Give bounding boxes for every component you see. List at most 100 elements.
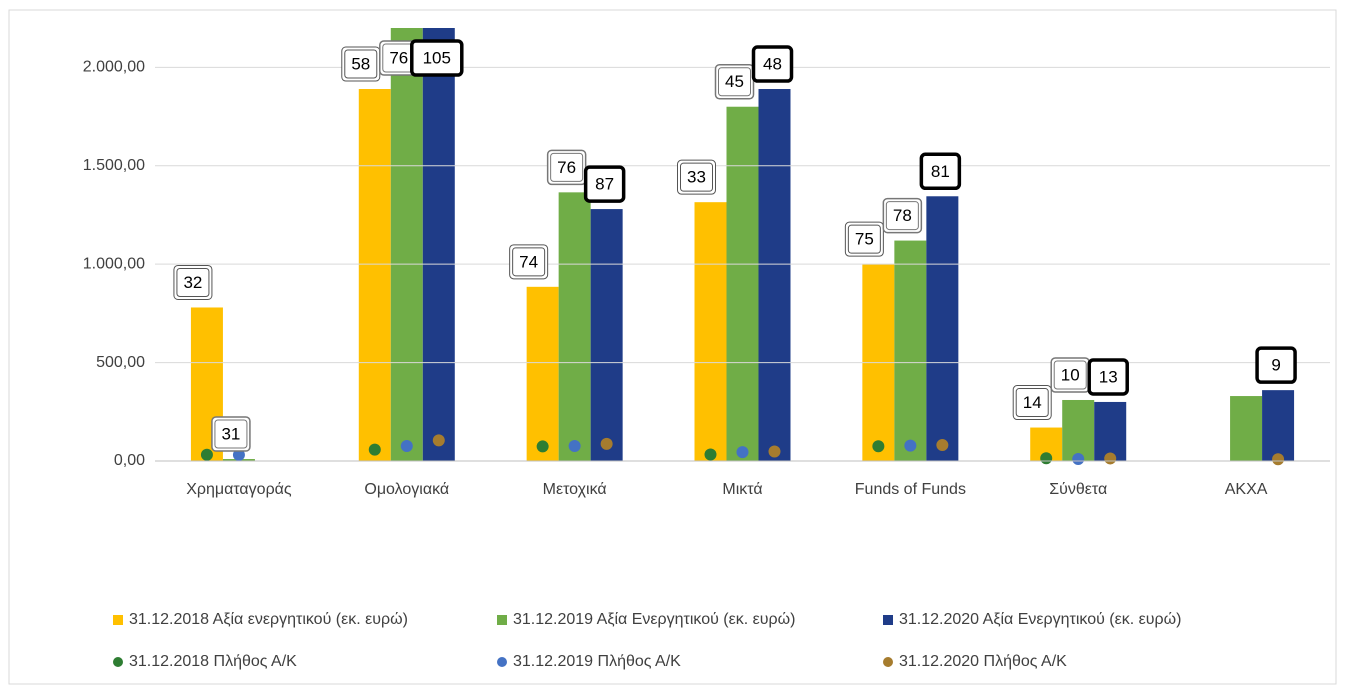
chart-frame xyxy=(8,9,1337,685)
data-label: 76 xyxy=(389,48,408,67)
dot xyxy=(736,446,749,459)
label-box-inner xyxy=(344,49,378,79)
data-label: 78 xyxy=(893,206,912,225)
bar xyxy=(726,106,759,462)
data-label: 13 xyxy=(1099,367,1118,386)
legend-label: 31.12.2020 Αξία Ενεργητικού (εκ. ευρώ) xyxy=(899,611,1181,628)
data-label: 10 xyxy=(1061,365,1080,384)
label-box xyxy=(919,152,962,191)
label-box xyxy=(882,197,923,234)
bar xyxy=(694,202,727,462)
x-tick-label: Μικτά xyxy=(722,481,762,498)
dot xyxy=(200,448,213,461)
label-box-inner xyxy=(1053,360,1087,390)
label-box xyxy=(583,165,626,203)
dot xyxy=(536,440,549,453)
dot xyxy=(768,445,781,458)
data-label: 81 xyxy=(931,162,950,181)
data-label: 87 xyxy=(595,175,614,194)
legend-swatch xyxy=(883,657,893,667)
bar xyxy=(1094,401,1127,461)
bar xyxy=(894,240,927,461)
label-box xyxy=(1087,358,1129,396)
label-box-inner xyxy=(512,247,546,277)
legend-label: 31.12.2018 Πλήθος Α/Κ xyxy=(129,653,297,670)
label-box-inner xyxy=(847,224,881,254)
label-box-inner xyxy=(176,267,210,297)
dot xyxy=(1040,452,1053,465)
data-label: 31 xyxy=(221,425,240,444)
bar xyxy=(526,286,559,461)
dot xyxy=(400,440,413,453)
bar xyxy=(358,89,391,461)
data-label: 33 xyxy=(687,168,706,187)
bar xyxy=(1230,396,1263,461)
label-box xyxy=(173,264,213,300)
label-box xyxy=(1012,385,1052,421)
y-tick-label: 1.500,00 xyxy=(83,157,145,174)
label-box-inner xyxy=(680,162,713,192)
dot xyxy=(600,437,613,450)
bar xyxy=(558,192,591,461)
legend-swatch xyxy=(113,657,123,667)
dot xyxy=(432,434,445,447)
label-box xyxy=(509,244,549,280)
x-tick-label: Χρηματαγοράς xyxy=(186,481,292,498)
legend-swatch xyxy=(497,657,507,667)
dot xyxy=(936,439,949,452)
legend-swatch xyxy=(497,615,507,625)
label-box xyxy=(410,39,464,77)
data-label: 9 xyxy=(1271,356,1280,375)
dot xyxy=(704,448,717,461)
label-box xyxy=(844,221,884,257)
label-box xyxy=(714,63,755,100)
dot xyxy=(1072,453,1085,466)
data-label: 14 xyxy=(1023,393,1042,412)
bar xyxy=(758,89,791,461)
x-tick-label: Μετοχικά xyxy=(543,481,607,498)
data-label: 58 xyxy=(351,54,370,73)
label-box xyxy=(677,159,716,195)
data-label: 48 xyxy=(763,54,782,73)
bar xyxy=(926,196,959,461)
dot xyxy=(872,440,885,453)
dot xyxy=(1104,452,1117,465)
plot-area xyxy=(190,28,1295,466)
dot xyxy=(1272,453,1285,466)
dot xyxy=(904,439,917,452)
dot xyxy=(568,440,581,453)
bar xyxy=(1062,399,1095,461)
x-tick-label: Funds of Funds xyxy=(855,481,966,498)
label-box xyxy=(751,45,794,83)
dot xyxy=(368,443,381,456)
legend-swatch xyxy=(113,615,123,625)
y-tick-label: 0,00 xyxy=(114,452,145,469)
x-tick-label: ΑΚΧΑ xyxy=(1225,481,1268,498)
data-label: 76 xyxy=(557,158,576,177)
legend-label: 31.12.2019 Αξία Ενεργητικού (εκ. ευρώ) xyxy=(513,611,795,628)
x-tick-label: Ομολογιακά xyxy=(364,481,449,498)
data-label: 105 xyxy=(423,48,451,67)
label-box-inner xyxy=(1015,388,1049,418)
y-tick-label: 1.000,00 xyxy=(83,255,145,272)
bar xyxy=(1262,390,1295,461)
data-label: 45 xyxy=(725,72,744,91)
data-label: 75 xyxy=(855,230,874,249)
label-box-inner xyxy=(885,201,919,231)
data-label: 74 xyxy=(519,252,538,271)
x-tick-label: Σύνθετα xyxy=(1049,481,1107,498)
legend-label: 31.12.2019 Πλήθος Α/Κ xyxy=(513,653,681,670)
legend-swatch xyxy=(883,615,893,625)
label-box-inner xyxy=(214,419,248,449)
legend-label: 31.12.2018 Αξία ενεργητικού (εκ. ευρώ) xyxy=(129,611,408,628)
bar xyxy=(422,28,455,462)
label-box-inner xyxy=(718,67,751,97)
data-label: 32 xyxy=(183,273,202,292)
label-box xyxy=(1255,346,1297,384)
y-tick-label: 2.000,00 xyxy=(83,59,145,76)
label-box-inner xyxy=(550,152,584,182)
bar xyxy=(390,28,423,462)
legend-label: 31.12.2020 Πλήθος Α/Κ xyxy=(899,653,1067,670)
bar xyxy=(590,209,623,461)
